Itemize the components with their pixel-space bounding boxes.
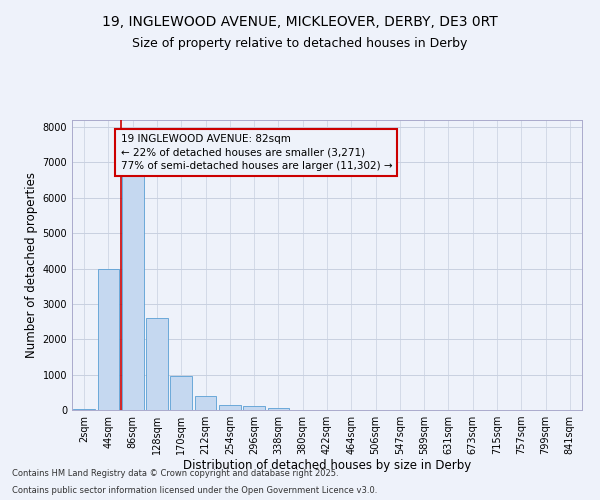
X-axis label: Distribution of detached houses by size in Derby: Distribution of detached houses by size … [183,458,471,471]
Bar [170,376,192,410]
Bar [122,148,143,410]
Text: 19, INGLEWOOD AVENUE, MICKLEOVER, DERBY, DE3 0RT: 19, INGLEWOOD AVENUE, MICKLEOVER, DERBY,… [102,15,498,29]
Bar [146,318,168,410]
Text: 19 INGLEWOOD AVENUE: 82sqm
← 22% of detached houses are smaller (3,271)
77% of s: 19 INGLEWOOD AVENUE: 82sqm ← 22% of deta… [121,134,392,170]
Bar [97,268,119,410]
Text: Contains public sector information licensed under the Open Government Licence v3: Contains public sector information licen… [12,486,377,495]
Y-axis label: Number of detached properties: Number of detached properties [25,172,38,358]
Bar [268,408,289,410]
Bar [219,404,241,410]
Bar [73,409,95,410]
Bar [243,406,265,410]
Bar [194,396,217,410]
Text: Size of property relative to detached houses in Derby: Size of property relative to detached ho… [133,38,467,51]
Text: Contains HM Land Registry data © Crown copyright and database right 2025.: Contains HM Land Registry data © Crown c… [12,468,338,477]
